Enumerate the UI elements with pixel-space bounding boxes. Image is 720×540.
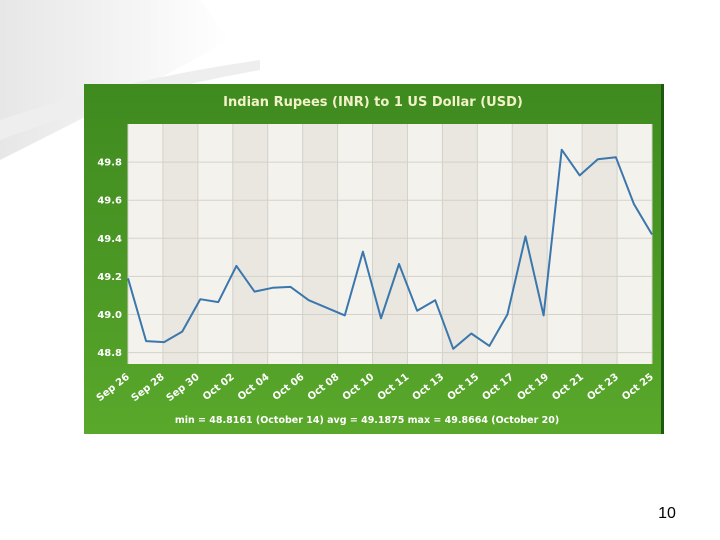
- x-tick-label: Oct 08: [306, 372, 342, 403]
- x-tick-label: Oct 10: [341, 372, 377, 403]
- y-tick-label: 49.0: [97, 310, 122, 321]
- y-tick-label: 49.8: [97, 158, 122, 169]
- grid-band: [162, 124, 198, 364]
- series-line: [127, 148, 653, 350]
- x-tick-label: Oct 17: [480, 372, 516, 403]
- y-tick-label: 49.4: [97, 234, 122, 245]
- x-tick-label: Oct 19: [515, 372, 551, 403]
- grid-band: [232, 124, 268, 364]
- x-tick-label: Oct 02: [201, 372, 237, 403]
- grid-band: [372, 124, 408, 364]
- x-tick-label: Oct 15: [446, 372, 482, 403]
- grid-band: [302, 124, 338, 364]
- x-tick-label: Oct 23: [585, 372, 621, 403]
- y-tick-label: 49.6: [97, 196, 122, 207]
- grid-band: [582, 124, 618, 364]
- x-tick-label: Sep 26: [95, 372, 132, 404]
- x-tick-label: Oct 21: [550, 372, 586, 403]
- x-tick-label: Oct 13: [411, 372, 447, 403]
- grid-band: [442, 124, 478, 364]
- x-tick-label: Sep 30: [165, 372, 202, 404]
- grid-band: [512, 124, 548, 364]
- exchange-rate-chart: Indian Rupees (INR) to 1 US Dollar (USD)…: [95, 95, 656, 426]
- stats-summary: min = 48.8161 (October 14) avg = 49.1875…: [175, 415, 559, 426]
- x-tick-label: Sep 28: [130, 372, 167, 404]
- x-tick-label: Oct 11: [376, 372, 412, 403]
- chart-title: Indian Rupees (INR) to 1 US Dollar (USD): [223, 95, 523, 110]
- x-tick-label: Oct 25: [620, 372, 656, 403]
- chart-panel: Indian Rupees (INR) to 1 US Dollar (USD)…: [84, 84, 664, 434]
- x-tick-label: Oct 04: [236, 372, 272, 403]
- page-number: 10: [658, 505, 676, 522]
- y-tick-label: 48.8: [97, 348, 122, 359]
- y-tick-label: 49.2: [97, 272, 122, 283]
- x-tick-label: Oct 06: [271, 372, 307, 403]
